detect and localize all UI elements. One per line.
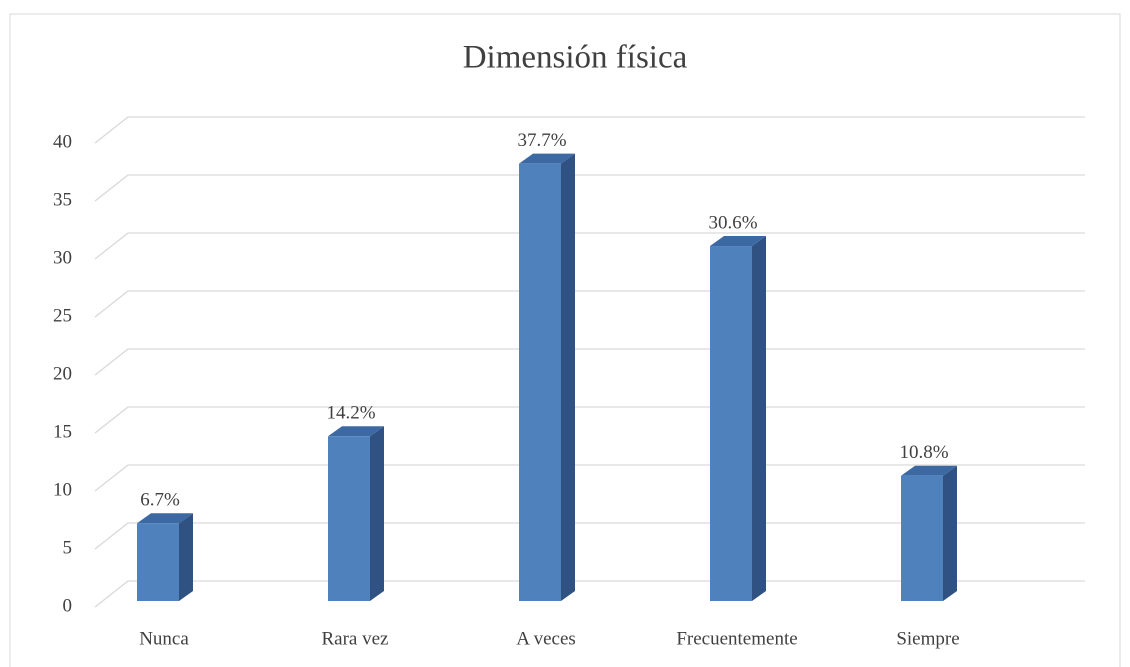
- data-label: 37.7%: [517, 130, 566, 151]
- y-tick-label: 10: [53, 479, 72, 500]
- bar-top: [328, 426, 384, 437]
- x-tick-label: Nunca: [139, 628, 189, 649]
- y-tick-label: 40: [53, 131, 72, 152]
- y-tick-label: 0: [63, 595, 73, 616]
- bar-side: [179, 513, 193, 601]
- chart-title: Dimensión física: [463, 40, 688, 76]
- bar-side: [943, 465, 957, 601]
- data-label: 14.2%: [326, 403, 375, 424]
- bar: [519, 163, 561, 601]
- y-tick-label: 25: [53, 305, 72, 326]
- y-tick-label: 20: [53, 363, 72, 384]
- grid-line: [94, 232, 1085, 260]
- bar: [137, 523, 179, 601]
- bar-top: [137, 513, 193, 524]
- y-tick-label: 5: [63, 537, 73, 558]
- bar-top: [710, 236, 766, 247]
- bar-side: [561, 153, 575, 601]
- bar-side: [370, 426, 384, 601]
- grid-line: [94, 174, 1085, 202]
- y-tick-label: 35: [53, 189, 72, 210]
- bar: [710, 246, 752, 602]
- y-tick-label: 30: [53, 247, 72, 268]
- data-label: 10.8%: [899, 442, 948, 463]
- grid-line: [94, 116, 1085, 144]
- bar-top: [519, 153, 575, 164]
- y-tick-label: 15: [53, 421, 72, 442]
- x-tick-label: Frecuentemente: [676, 628, 797, 649]
- bar: [901, 475, 943, 601]
- x-tick-label: Rara vez: [322, 628, 389, 649]
- bar-side: [752, 236, 766, 602]
- x-tick-label: A veces: [516, 628, 576, 649]
- data-label: 30.6%: [708, 212, 757, 233]
- bar: [328, 436, 370, 601]
- bar-top: [901, 465, 957, 476]
- data-label: 6.7%: [140, 490, 180, 511]
- x-tick-label: Siempre: [896, 628, 959, 649]
